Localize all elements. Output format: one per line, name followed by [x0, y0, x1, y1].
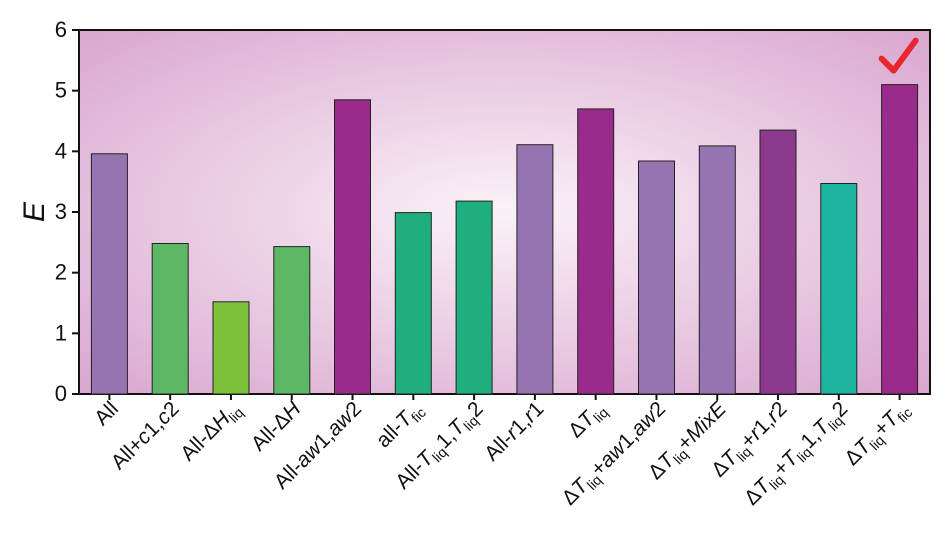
y-tick-label: 0 — [55, 381, 67, 406]
bar — [90, 153, 128, 395]
bar — [151, 243, 189, 395]
y-tick-label: 1 — [55, 320, 67, 345]
bar — [638, 160, 675, 395]
x-tick-label: All-Tliq1,Tliq2 — [391, 397, 489, 495]
bar — [212, 301, 250, 395]
x-tick-label: ΔTliq+Tfic — [840, 397, 915, 472]
x-tick-label: All-ΔHliq — [176, 397, 246, 467]
bar — [273, 246, 311, 395]
y-tick-label: 4 — [55, 138, 67, 163]
y-tick-label: 5 — [55, 78, 67, 103]
y-tick-label: 2 — [55, 260, 67, 285]
check-mark-icon — [878, 37, 919, 74]
x-axis: AllAll+c1,c2All-ΔHliqAll-ΔHAll-aw1,aw2al… — [90, 394, 915, 510]
x-tick-label: ΔTliq — [564, 397, 611, 444]
bar-series — [90, 84, 919, 395]
check-mark-stroke — [878, 37, 919, 74]
x-tick-label: All — [90, 397, 123, 430]
x-tick-label: all-Tfic — [372, 397, 429, 454]
bar — [334, 99, 371, 395]
bar — [455, 200, 493, 395]
x-tick-label: All-r1,r1 — [480, 397, 548, 465]
bar — [394, 212, 432, 395]
bar — [577, 108, 615, 395]
bar — [820, 183, 858, 395]
bar — [759, 129, 797, 395]
y-tick-label: 3 — [55, 199, 67, 224]
y-axis: 0 1 2 3 4 5 6 — [55, 17, 79, 406]
plot-area — [78, 29, 931, 395]
bar — [516, 144, 554, 395]
x-tick-label: All+c1,c2 — [107, 397, 184, 474]
y-tick-label: 6 — [55, 17, 67, 42]
x-tick-label: All-ΔH — [247, 397, 306, 456]
y-axis-label: E — [18, 201, 51, 222]
bar — [698, 145, 736, 395]
bar — [881, 84, 919, 395]
